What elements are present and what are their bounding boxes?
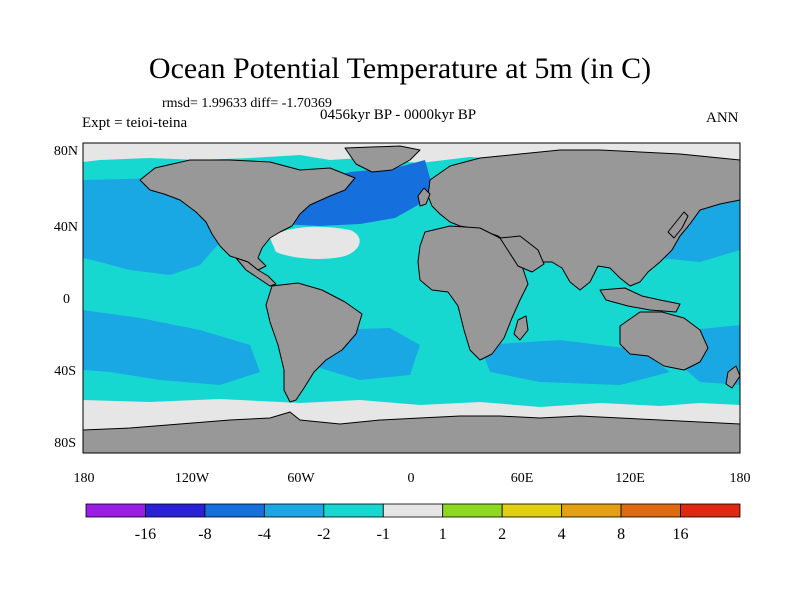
y-tick-80S: 80S <box>54 436 76 451</box>
colorbar-label-7: 4 <box>558 526 566 543</box>
x-tick-180-right: 180 <box>730 471 751 486</box>
south-america-land <box>265 282 363 403</box>
colorbar-swatch-0 <box>85 503 146 518</box>
x-axis: 180 120W 60W 0 60E 120E 180 <box>74 471 751 486</box>
colorbar-label-4: -1 <box>377 526 390 543</box>
y-tick-80N: 80N <box>54 144 78 159</box>
colorbar-label-2: -4 <box>258 526 271 543</box>
greenland-land <box>344 145 421 173</box>
rmsd-diff-stats: rmsd= 1.99633 diff= -1.70369 <box>162 96 332 111</box>
madagascar-land <box>513 315 529 341</box>
colorbar-swatch-5 <box>382 503 444 518</box>
colorbar-label-0: -16 <box>135 526 156 543</box>
colorbar: -16 -8 -4 -2 -1 1 2 4 8 16 <box>85 503 741 543</box>
y-tick-40S: 40S <box>54 364 76 379</box>
japan-land <box>667 211 689 239</box>
antarctica-land <box>83 411 740 453</box>
colorbar-swatch-9 <box>620 503 681 518</box>
x-tick-60E: 60E <box>511 471 534 486</box>
arabia-land <box>499 235 545 273</box>
new-zealand-land <box>725 365 740 389</box>
central-america-land <box>235 257 277 287</box>
colorbar-swatch-2 <box>204 503 265 518</box>
british-isles-land <box>417 187 431 207</box>
land-masses <box>83 145 740 453</box>
plot-frame <box>82 142 741 454</box>
y-tick-0: 0 <box>63 292 70 307</box>
experiment-label: Expt = teioi-teina <box>82 115 188 131</box>
colorbar-label-9: 16 <box>673 526 689 543</box>
colorbar-label-8: 8 <box>617 526 625 543</box>
sargasso-sea-region <box>270 226 360 259</box>
x-tick-120W: 120W <box>175 471 210 486</box>
colorbar-swatch-6 <box>442 503 503 518</box>
colorbar-swatch-8 <box>561 503 622 518</box>
colorbar-label-6: 2 <box>498 526 506 543</box>
colorbar-swatch-3 <box>263 503 325 518</box>
x-tick-60W: 60W <box>287 471 315 486</box>
chart-title: Ocean Potential Temperature at 5m (in C) <box>148 52 652 85</box>
x-tick-120E: 120E <box>615 471 645 486</box>
subtropical-south-pacific-region <box>83 310 260 385</box>
north-america-land <box>139 159 356 271</box>
y-axis: 80N 40N 0 40S 80S <box>54 144 78 451</box>
colorbar-label-3: -2 <box>317 526 330 543</box>
map-field <box>83 143 740 453</box>
australia-land <box>619 311 709 371</box>
colorbar-label-5: 1 <box>439 526 447 543</box>
y-tick-40N: 40N <box>54 220 78 235</box>
x-tick-0: 0 <box>408 471 415 486</box>
period-label: 0456kyr BP - 0000kyr BP <box>320 107 477 123</box>
colorbar-swatch-4 <box>323 503 384 518</box>
indonesia-land <box>599 287 681 313</box>
colorbar-swatch-1 <box>145 503 206 518</box>
x-tick-180-left: 180 <box>74 471 95 486</box>
season-label: ANN <box>706 110 739 126</box>
colorbar-swatch-10 <box>680 503 741 518</box>
south-indian-ocean-region <box>480 340 670 385</box>
colorbar-swatch-7 <box>501 503 563 518</box>
colorbar-label-1: -8 <box>198 526 211 543</box>
